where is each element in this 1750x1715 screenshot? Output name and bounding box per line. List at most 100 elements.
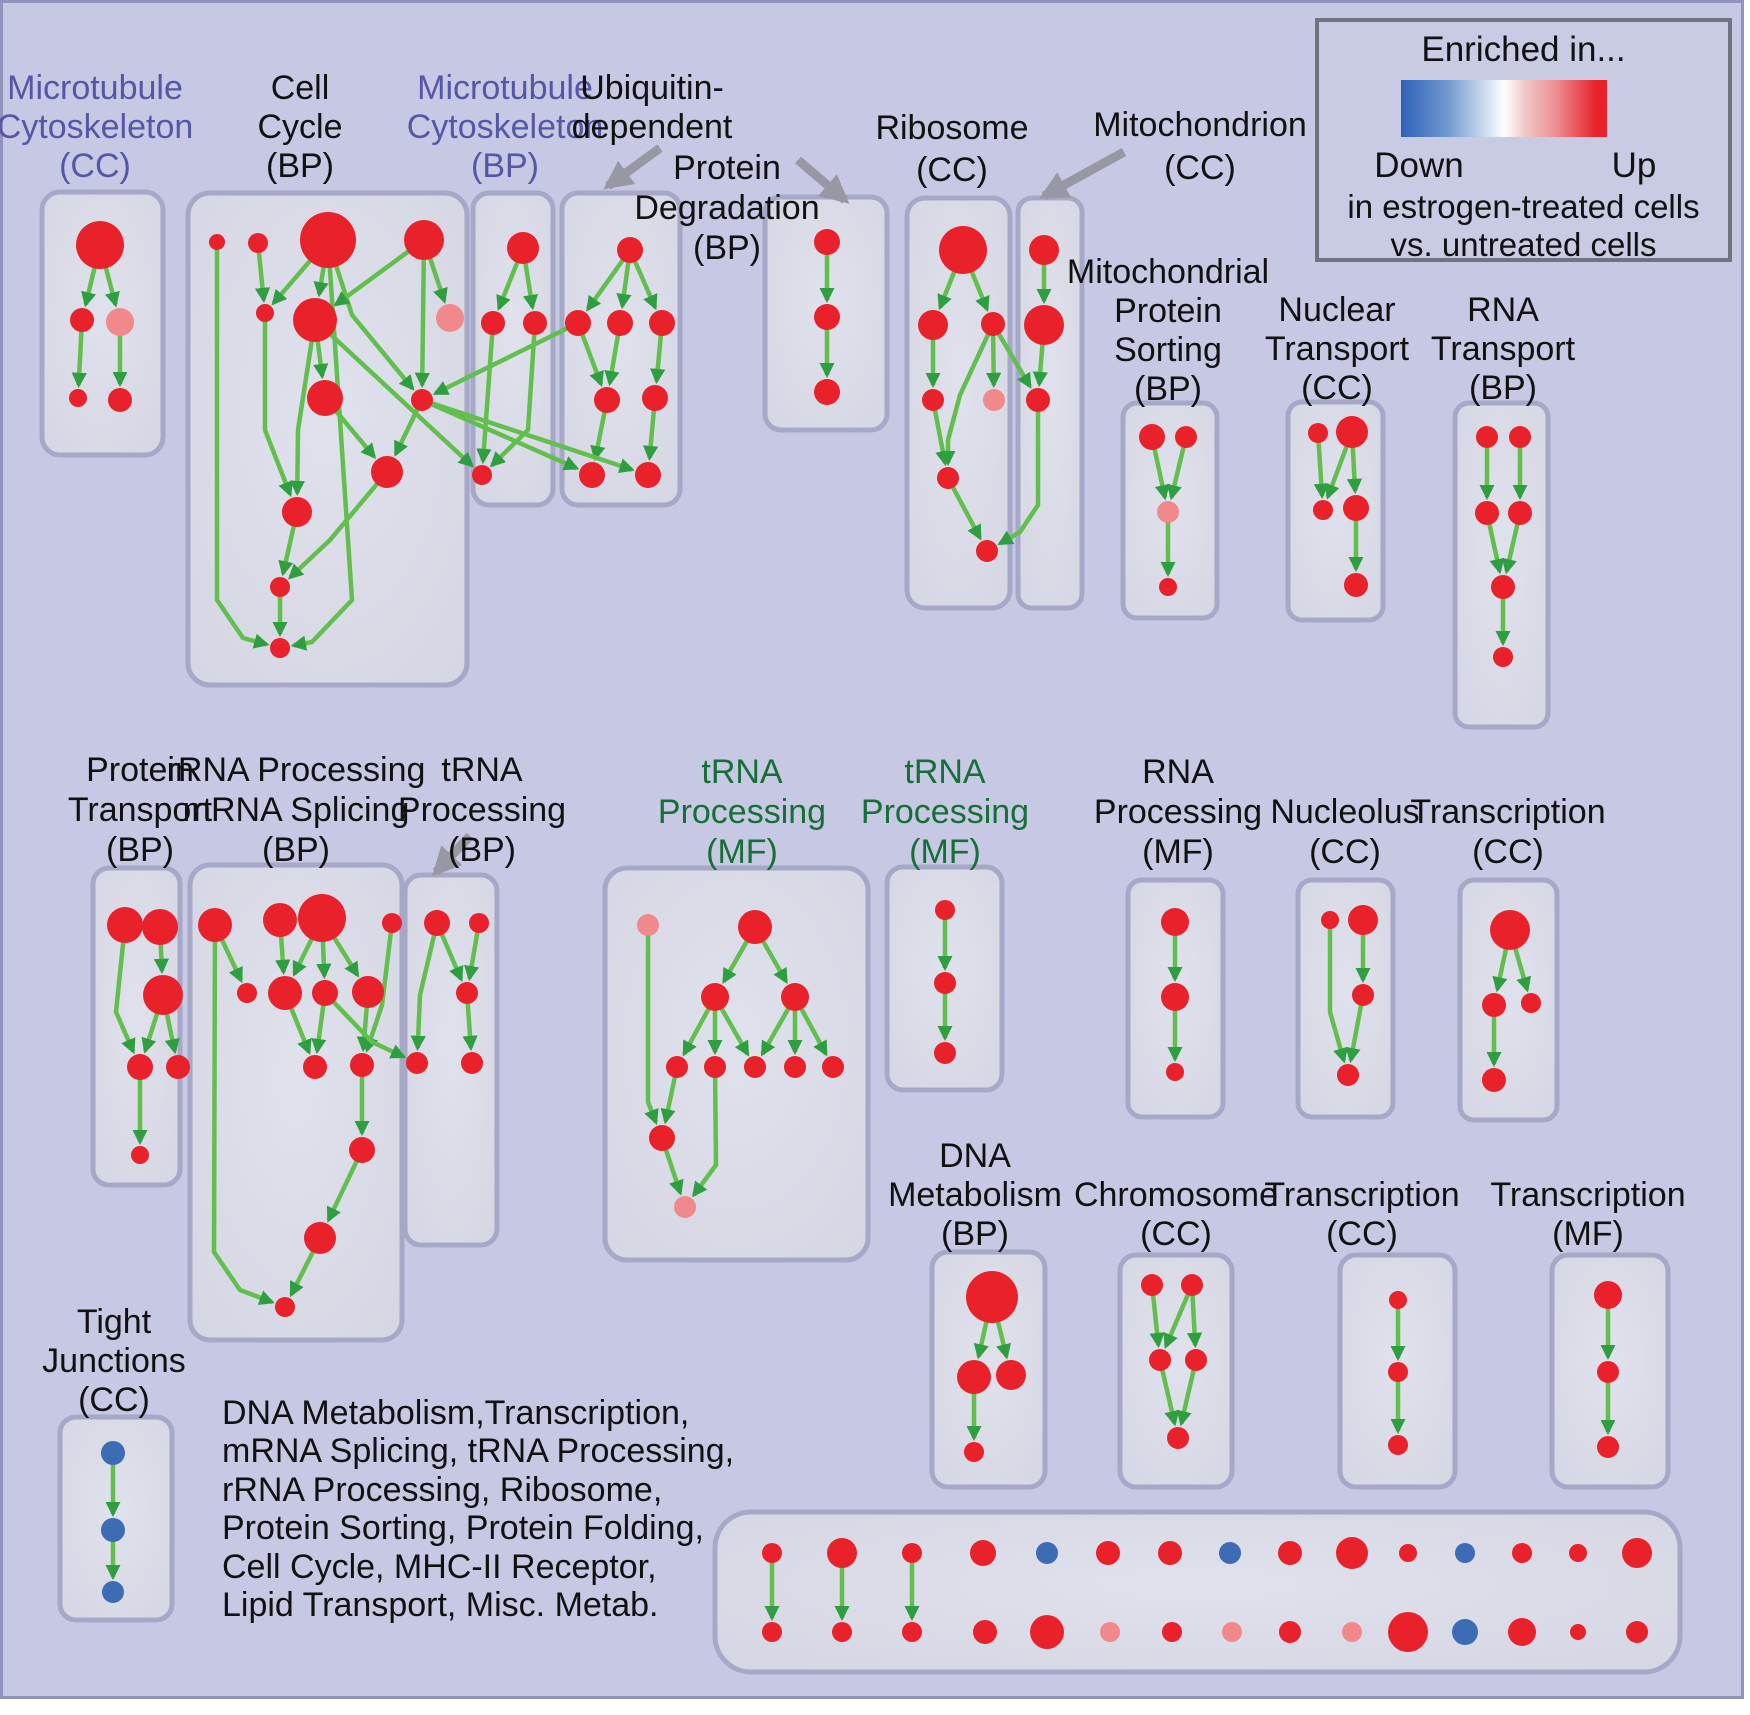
node-protein-transport-1 <box>142 909 178 945</box>
label-microtubule-cytoskeleton-cc-line1: Microtubule <box>7 69 183 107</box>
node-trna-bp-0 <box>424 910 450 936</box>
node-misc-pairs-4 <box>1036 1542 1058 1564</box>
legend-subtitle-1: in estrogen-treated cells <box>1347 188 1700 225</box>
node-misc-pairs-0 <box>762 1543 782 1563</box>
label-trna-processing-mf-2-line2: Processing <box>861 793 1029 831</box>
node-misc-pairs-18 <box>973 1620 997 1644</box>
node-cell-cycle-4 <box>256 304 274 322</box>
edge-arrow <box>1313 432 1329 500</box>
node-misc-pairs-15 <box>762 1622 782 1642</box>
label-nuclear-transport-cc-line1: Nuclear <box>1278 291 1395 329</box>
cluster-box-rrna-mrna <box>187 862 405 1343</box>
label-transcription-cc-top-line2: (CC) <box>1472 833 1544 871</box>
node-misc-pairs-10 <box>1399 1544 1417 1562</box>
node-cell-cycle-5 <box>293 298 337 342</box>
node-rrna-mrna-5 <box>268 976 302 1010</box>
label-transcription-cc-top-line1: Transcription <box>1410 793 1605 831</box>
node-trna-mf-large-1 <box>738 910 772 944</box>
label-cell-cycle-bp-line3: (BP) <box>266 147 334 185</box>
label-rna-transport-bp-line3: (BP) <box>1469 369 1537 407</box>
cluster-box-chromosome <box>1117 1252 1235 1490</box>
label-mitochondrion-cc-line2: (CC) <box>1164 149 1236 187</box>
cluster-box-misc-pairs <box>712 1509 1683 1675</box>
node-rrna-mrna-1 <box>263 903 297 937</box>
node-misc-pairs-19 <box>1030 1615 1064 1649</box>
node-transcription-mf-1 <box>1597 1361 1619 1383</box>
node-microtubule-cc-1 <box>70 308 94 332</box>
edge-arrow <box>313 318 474 468</box>
node-misc-pairs-29 <box>1626 1621 1648 1643</box>
label-nuclear-transport-cc-line3: (CC) <box>1301 369 1373 407</box>
label-nuclear-transport-cc-line2: Transport <box>1265 330 1410 368</box>
node-microtubule-bp-3 <box>472 465 492 485</box>
node-ribosome-4 <box>983 389 1005 411</box>
node-misc-pairs-25 <box>1388 1612 1428 1652</box>
node-cell-cycle-3 <box>404 220 444 260</box>
edge-arrow <box>1163 1284 1195 1350</box>
node-trna-mf-large-7 <box>784 1056 806 1078</box>
node-chromosome-4 <box>1167 1427 1189 1449</box>
node-misc-pairs-2 <box>902 1543 922 1563</box>
edge-arrow <box>323 991 407 1059</box>
node-rna-processing-0 <box>1161 908 1189 936</box>
label-tight-junctions-cc-line2: Junctions <box>42 1342 186 1380</box>
label-trna-processing-mf-2-line1: tRNA <box>904 753 986 791</box>
node-ubiquitin-degradation-2-0 <box>814 229 840 255</box>
node-trna-mf-large-2 <box>701 983 729 1011</box>
node-rrna-mrna-12 <box>275 1297 295 1317</box>
label-trna-processing-mf-1-line1: tRNA <box>701 753 783 791</box>
label-rrna-processing-mrna-splicing-bp-line1: rRNA Processing <box>167 751 426 789</box>
node-ubiquitin-degradation-2-1 <box>814 304 840 330</box>
node-mitochondrial-protein-sorting-2 <box>1157 501 1179 523</box>
label-microtubule-cytoskeleton-cc-line2: Cytoskeleton <box>0 108 193 146</box>
label-tight-junctions-cc-line3: (CC) <box>78 1381 150 1419</box>
node-mitochondrial-protein-sorting-1 <box>1175 426 1197 448</box>
node-trna-mf-large-9 <box>649 1125 675 1151</box>
node-ubiquitin-degradation-1-6 <box>579 462 605 488</box>
label-mitochondrial-protein-sorting-bp-line2: Protein <box>1114 292 1222 330</box>
label-ribosome-cc-line2: (CC) <box>916 151 988 189</box>
node-trna-bp-2 <box>456 982 478 1004</box>
edge-arrow <box>211 924 275 1305</box>
node-transcription-cc-upper-0 <box>1490 910 1530 950</box>
node-transcription-mf-2 <box>1597 1436 1619 1458</box>
label-rna-transport-bp-line1: RNA <box>1467 291 1539 329</box>
node-mitochondrion-0 <box>1029 235 1059 265</box>
node-misc-pairs-3 <box>970 1540 996 1566</box>
cluster-box-protein-transport <box>90 865 183 1188</box>
node-trna-mf-large-4 <box>666 1056 688 1078</box>
edge-arrow <box>692 1066 719 1198</box>
node-trna-mf-large-5 <box>704 1056 726 1078</box>
node-rrna-mrna-7 <box>352 976 384 1008</box>
node-microtubule-bp-2 <box>523 311 547 335</box>
node-nuclear-transport-1 <box>1336 416 1368 448</box>
edge-arrow <box>287 470 389 580</box>
node-trna-mf-large-8 <box>822 1056 844 1078</box>
node-trna-mf-small-1 <box>934 972 956 994</box>
label-rna-processing-mf-line3: (MF) <box>1142 833 1214 871</box>
misc-line-2: mRNA Splicing, tRNA Processing, <box>222 1432 735 1471</box>
ubiquitin-right-pointer-icon <box>795 156 850 204</box>
node-ribosome-5 <box>937 467 959 489</box>
node-protein-transport-0 <box>107 907 143 943</box>
node-rna-transport-1 <box>1509 426 1531 448</box>
edge-arrow <box>262 313 293 498</box>
label-mitochondrial-protein-sorting-bp-line4: (BP) <box>1134 370 1202 408</box>
node-mitochondrial-protein-sorting-0 <box>1139 424 1165 450</box>
node-ribosome-6 <box>976 540 998 562</box>
node-rna-transport-0 <box>1476 426 1498 448</box>
node-dna-metabolism-3 <box>964 1442 984 1462</box>
cluster-box-ubiquitin-degradation-1 <box>559 190 683 508</box>
node-misc-pairs-7 <box>1219 1542 1241 1564</box>
legend-box: Enriched in... Down Up in estrogen-treat… <box>1315 18 1732 263</box>
edge-arrow <box>290 239 355 651</box>
node-ubiquitin-degradation-1-7 <box>635 462 661 488</box>
node-rna-processing-1 <box>1161 983 1189 1011</box>
node-misc-pairs-12 <box>1512 1543 1532 1563</box>
label-ubiquitin-lower-line3: (BP) <box>693 229 761 267</box>
edge-arrow <box>991 322 1032 389</box>
node-misc-pairs-20 <box>1100 1622 1120 1642</box>
node-tight-junctions-2 <box>102 1581 124 1603</box>
node-misc-pairs-22 <box>1222 1622 1242 1642</box>
